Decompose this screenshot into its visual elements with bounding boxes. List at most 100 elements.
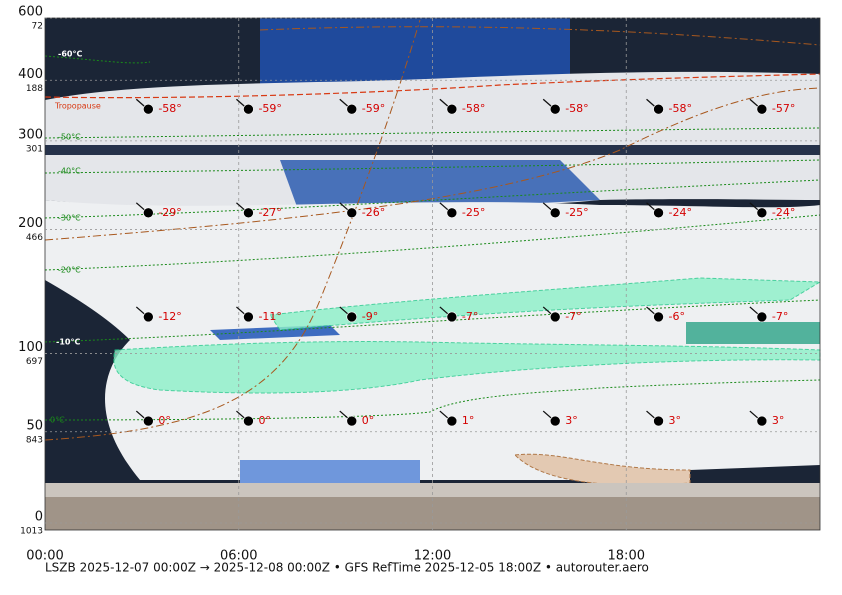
temperature-label: 1° xyxy=(462,414,475,427)
tropopause-line xyxy=(44,73,821,99)
x-tick-label: 12:00 xyxy=(414,549,451,564)
y-tick-pressure: 188 xyxy=(26,84,43,94)
station-marker xyxy=(243,207,254,219)
wind-barb xyxy=(646,306,655,315)
temperature-label: -58° xyxy=(158,102,181,115)
station-marker xyxy=(549,311,561,323)
isotherm-label: -60°C xyxy=(58,50,82,59)
station-marker xyxy=(143,207,154,219)
wind-barb xyxy=(339,98,349,107)
wind-barb xyxy=(236,98,245,107)
temperature-label: 0° xyxy=(362,414,375,427)
x-tick-label: 18:00 xyxy=(608,549,645,564)
temperature-label: -29° xyxy=(158,206,181,219)
wind-barb xyxy=(135,410,145,419)
station-marker xyxy=(756,311,768,323)
x-tick-label: 06:00 xyxy=(220,549,257,564)
y-tick-label: 100 xyxy=(18,340,43,355)
wind-barb xyxy=(749,98,759,107)
wind-barb xyxy=(236,202,245,211)
station-marker xyxy=(756,103,768,115)
temperature-label: -27° xyxy=(258,206,281,219)
x-tick-label: 00:00 xyxy=(26,549,63,564)
footer: LSZB 2025-12-07 00:00Z → 2025-12-08 00:0… xyxy=(45,561,649,575)
station-marker xyxy=(446,415,458,427)
temperature-label: 0° xyxy=(158,414,171,427)
station-marker xyxy=(143,103,154,115)
station-marker xyxy=(346,103,358,115)
temperature-label: -6° xyxy=(669,310,685,323)
station-marker xyxy=(653,207,664,219)
station-marker xyxy=(653,103,664,115)
wind-barb xyxy=(542,306,552,315)
wind-barb xyxy=(439,98,449,107)
temperature-label: 3° xyxy=(565,414,578,427)
wind-barb xyxy=(646,202,655,211)
temperature-label: 3° xyxy=(772,414,785,427)
station-marker xyxy=(143,415,154,427)
temperature-label: -24° xyxy=(669,206,692,219)
station-marker xyxy=(346,415,358,427)
isotherm-label: Tropopause xyxy=(54,102,101,111)
wind-barb xyxy=(749,306,759,315)
temperature-label: -59° xyxy=(362,102,385,115)
station-marker xyxy=(653,311,664,323)
wind-barb xyxy=(646,410,655,419)
wind-barb xyxy=(439,306,449,315)
wind-barb xyxy=(135,202,145,211)
station-marker xyxy=(549,103,561,115)
wind-barb xyxy=(646,98,655,107)
temperature-label: -12° xyxy=(158,310,181,323)
y-tick-label: 300 xyxy=(18,127,43,142)
icing-right xyxy=(686,322,820,344)
temperature-label: -7° xyxy=(772,310,788,323)
temperature-label: -58° xyxy=(565,102,588,115)
wind-barb xyxy=(339,410,349,419)
wind-barb xyxy=(135,306,145,315)
y-tick-pressure: 1013 xyxy=(20,527,43,537)
y-tick-label: 200 xyxy=(18,216,43,231)
isotherm-label: 0°C xyxy=(50,416,65,425)
wind-barb xyxy=(135,98,145,107)
temperature-label: -7° xyxy=(565,310,581,323)
y-tick-label: 50 xyxy=(26,418,43,433)
station-marker xyxy=(243,103,254,115)
isotherm-label: -50°C xyxy=(58,133,81,142)
y-tick-pressure: 301 xyxy=(26,144,43,154)
wind-barb xyxy=(236,306,245,315)
station-marker xyxy=(756,415,768,427)
station-marker xyxy=(653,415,664,427)
cloud-blue xyxy=(280,160,600,215)
cloud-blue-low xyxy=(210,325,340,340)
temperature-label: -9° xyxy=(362,310,378,323)
station-marker xyxy=(143,311,154,323)
isotherm-label: -10°C xyxy=(56,338,80,347)
clear-left xyxy=(45,280,140,480)
temperature-label: -58° xyxy=(669,102,692,115)
temperature-label: -25° xyxy=(565,206,588,219)
isotherm-lines xyxy=(44,55,821,421)
y-tick-label: 600 xyxy=(18,5,43,20)
wind-barb xyxy=(542,202,552,211)
wind-barb xyxy=(339,202,349,211)
station-marker xyxy=(756,207,768,219)
turbulence-area xyxy=(513,453,691,486)
y-tick-pressure: 466 xyxy=(26,233,43,243)
y-tick-label: 0 xyxy=(35,510,43,525)
y-tick-pressure: 697 xyxy=(26,357,43,367)
temperature-label: -26° xyxy=(362,206,385,219)
temperature-label: -25° xyxy=(462,206,485,219)
temperature-label: -59° xyxy=(258,102,281,115)
station-marker xyxy=(446,207,458,219)
terrain-light xyxy=(45,483,820,498)
y-tick-pressure: 843 xyxy=(26,435,43,445)
temperature-label: -57° xyxy=(772,102,795,115)
station-marker xyxy=(549,207,561,219)
wind-barb xyxy=(339,306,349,315)
station-marker xyxy=(446,103,458,115)
temperature-label: -24° xyxy=(772,206,795,219)
station-marker xyxy=(346,311,358,323)
isotherm-label: -40°C xyxy=(58,167,81,176)
isotherm-label: -30°C xyxy=(58,214,81,223)
